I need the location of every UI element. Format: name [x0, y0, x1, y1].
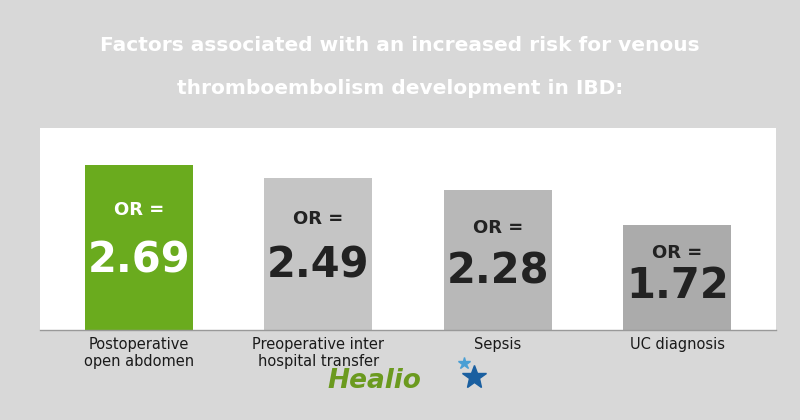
- Text: 2.69: 2.69: [87, 240, 190, 282]
- Text: OR =: OR =: [114, 201, 164, 219]
- Text: OR =: OR =: [652, 244, 702, 262]
- Bar: [623, 225, 731, 330]
- Text: 2.28: 2.28: [446, 250, 549, 292]
- Text: thromboembolism development in IBD:: thromboembolism development in IBD:: [177, 79, 623, 98]
- Text: 2.49: 2.49: [267, 245, 370, 287]
- Text: Factors associated with an increased risk for venous: Factors associated with an increased ris…: [100, 36, 700, 55]
- Text: 1.72: 1.72: [626, 265, 729, 307]
- Bar: [85, 165, 193, 330]
- Bar: [444, 190, 552, 330]
- Text: Healio: Healio: [327, 368, 422, 394]
- Bar: [264, 178, 372, 330]
- Text: OR =: OR =: [293, 210, 343, 228]
- Text: OR =: OR =: [473, 219, 523, 237]
